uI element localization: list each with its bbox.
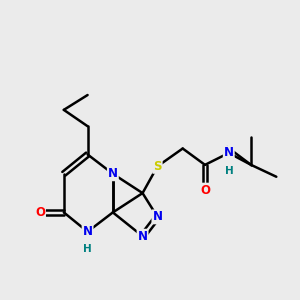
Text: S: S [153, 160, 162, 173]
Text: N: N [152, 210, 162, 224]
Text: H: H [83, 244, 92, 254]
Text: N: N [138, 230, 148, 243]
Text: O: O [200, 184, 210, 196]
Text: N: N [82, 225, 93, 238]
Text: N: N [108, 167, 118, 180]
Text: O: O [35, 206, 45, 219]
Text: N: N [224, 146, 234, 160]
Text: H: H [225, 166, 234, 176]
